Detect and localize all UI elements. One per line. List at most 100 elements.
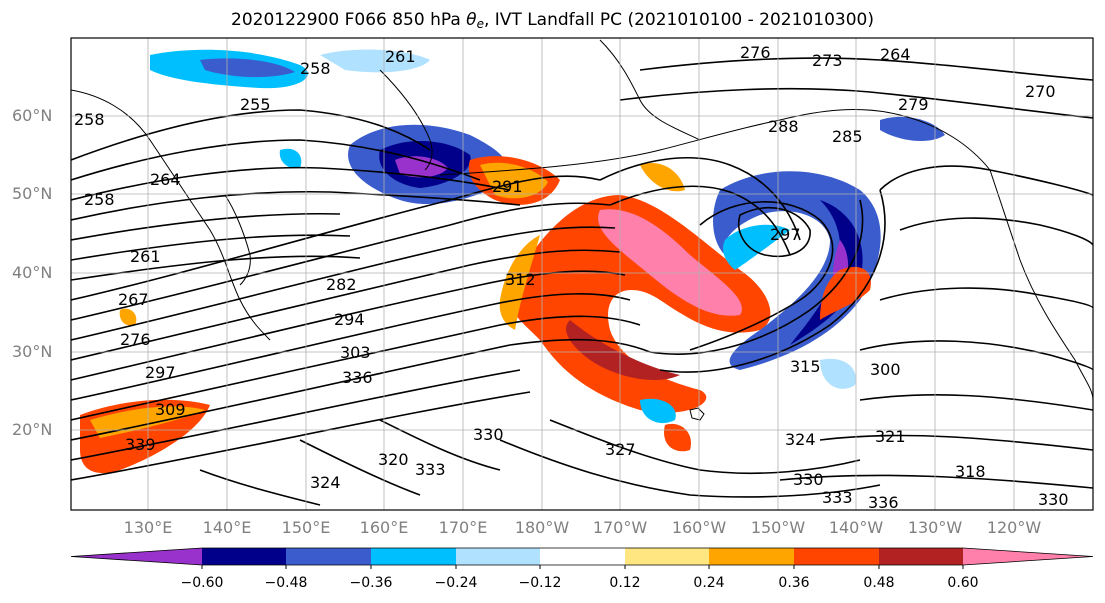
colorbar-swatch xyxy=(625,548,709,565)
contour-label: 276 xyxy=(740,43,771,62)
coastline-kamchatka xyxy=(379,69,433,171)
contour-label: 336 xyxy=(868,493,899,512)
map-frame xyxy=(70,37,1094,511)
contour-line xyxy=(199,469,321,506)
contour-label: 258 xyxy=(300,59,331,78)
colorbar-swatch xyxy=(202,548,286,565)
contour-label: 300 xyxy=(870,360,901,379)
contour-label: 309 xyxy=(155,400,186,419)
contour-label: 315 xyxy=(790,357,821,376)
pos-anomaly-alaska xyxy=(640,162,685,192)
colorbar-tick-label: −0.60 xyxy=(180,575,224,591)
contour-label: 312 xyxy=(505,270,536,289)
colorbar-swatch xyxy=(71,548,202,565)
contour-line xyxy=(71,202,611,321)
lat-label-50n: 50°N xyxy=(12,184,53,203)
contour-line xyxy=(71,212,341,241)
pos-anomaly-gulf xyxy=(820,266,871,320)
contour-label: 339 xyxy=(125,435,156,454)
lon-label-130w: 130°W xyxy=(907,518,963,537)
lon-label-140w: 140°W xyxy=(828,518,884,537)
contour-label: 303 xyxy=(340,343,371,362)
contour-label: 258 xyxy=(84,190,115,209)
contour-label: 273 xyxy=(812,51,843,70)
lat-label-60n: 60°N xyxy=(12,106,53,125)
colorbar-tick-label: 0.60 xyxy=(947,575,979,591)
contour-line xyxy=(379,419,501,471)
coastline-na-west xyxy=(989,169,1093,401)
contour-label: 321 xyxy=(875,427,906,446)
colorbar-swatch xyxy=(709,548,794,565)
colorbar-swatch xyxy=(540,548,625,565)
contour-label: 258 xyxy=(74,110,105,129)
colorbar-tick-label: −0.36 xyxy=(349,575,393,591)
title-theta-subscript: e xyxy=(476,17,484,31)
coastlines xyxy=(71,39,1093,421)
lon-label-160w: 160°W xyxy=(671,518,727,537)
contour-line xyxy=(619,87,1093,119)
colorbar-tick-label: −0.24 xyxy=(434,575,478,591)
contours xyxy=(71,57,1093,506)
contour-line xyxy=(71,369,521,461)
lon-label-130e: 130°E xyxy=(123,518,173,537)
coastline-asia xyxy=(71,89,271,341)
contour-line xyxy=(71,338,651,441)
contour-label: 333 xyxy=(415,460,446,479)
contour-line xyxy=(299,439,421,496)
neg-anomaly-top-ring xyxy=(320,49,430,73)
coastline-hawaii xyxy=(689,407,705,421)
lon-label-170w: 170°W xyxy=(592,518,648,537)
neg-anomaly-small-3 xyxy=(279,148,302,169)
lon-label-140e: 140°E xyxy=(202,518,252,537)
contour-line xyxy=(649,199,864,355)
neg-anomaly-kamchatka-center xyxy=(395,156,448,178)
contour-label: 336 xyxy=(342,368,373,387)
lat-label-20n: 20°N xyxy=(12,420,53,439)
contour-label: 255 xyxy=(240,95,271,114)
coastline-bering xyxy=(599,39,701,141)
contour-label: 324 xyxy=(310,473,341,492)
pos-anomaly-small-1 xyxy=(664,423,691,452)
title-suffix: , IVT Landfall PC (2021010100 - 20210103… xyxy=(483,10,874,30)
contour-line xyxy=(71,139,481,181)
title-prefix: 2020122900 F066 850 hPa xyxy=(231,10,467,30)
contour-label: 333 xyxy=(822,488,853,507)
colorbar-swatch xyxy=(286,548,371,565)
contour-label: 330 xyxy=(473,425,504,444)
lon-label-160e: 160°E xyxy=(359,518,409,537)
title-theta: θ xyxy=(466,10,477,30)
contour-line xyxy=(859,340,1093,371)
contour-label: 261 xyxy=(130,247,161,266)
neg-anomaly-gulf-light xyxy=(723,224,790,270)
contour-label: 261 xyxy=(385,47,416,66)
colorbar-tick-label: −0.12 xyxy=(518,575,562,591)
pos-anomaly-outer xyxy=(499,235,540,330)
lon-label-180w: 180°W xyxy=(514,518,570,537)
contour-label: 297 xyxy=(770,225,801,244)
contour-line xyxy=(71,270,626,381)
colorbar-swatch xyxy=(371,548,456,565)
contour-label: 330 xyxy=(1038,490,1069,509)
contour-line xyxy=(71,109,431,161)
contour-line xyxy=(599,156,801,241)
contour-label: 330 xyxy=(793,470,824,489)
contour-line xyxy=(659,189,886,373)
contour-line xyxy=(738,207,811,257)
contour-line xyxy=(71,234,351,261)
contour-line xyxy=(71,190,521,221)
contour-label: 276 xyxy=(120,330,151,349)
contour-label: 285 xyxy=(832,127,863,146)
contour-label: 294 xyxy=(334,310,365,329)
colorbar-tick-label: −0.48 xyxy=(264,575,308,591)
pos-anomaly-small-2 xyxy=(119,308,137,326)
colorbar-tick-label: 0.48 xyxy=(863,575,895,591)
gridlines xyxy=(71,38,1093,510)
colorbar-tick-label: 0.36 xyxy=(778,575,810,591)
contour-label: 291 xyxy=(492,177,523,196)
contour-line xyxy=(549,419,861,475)
contour-line xyxy=(71,293,631,401)
contour-label: 288 xyxy=(768,117,799,136)
neg-anomaly-alaska xyxy=(880,116,945,142)
coastline-japan xyxy=(224,194,251,286)
